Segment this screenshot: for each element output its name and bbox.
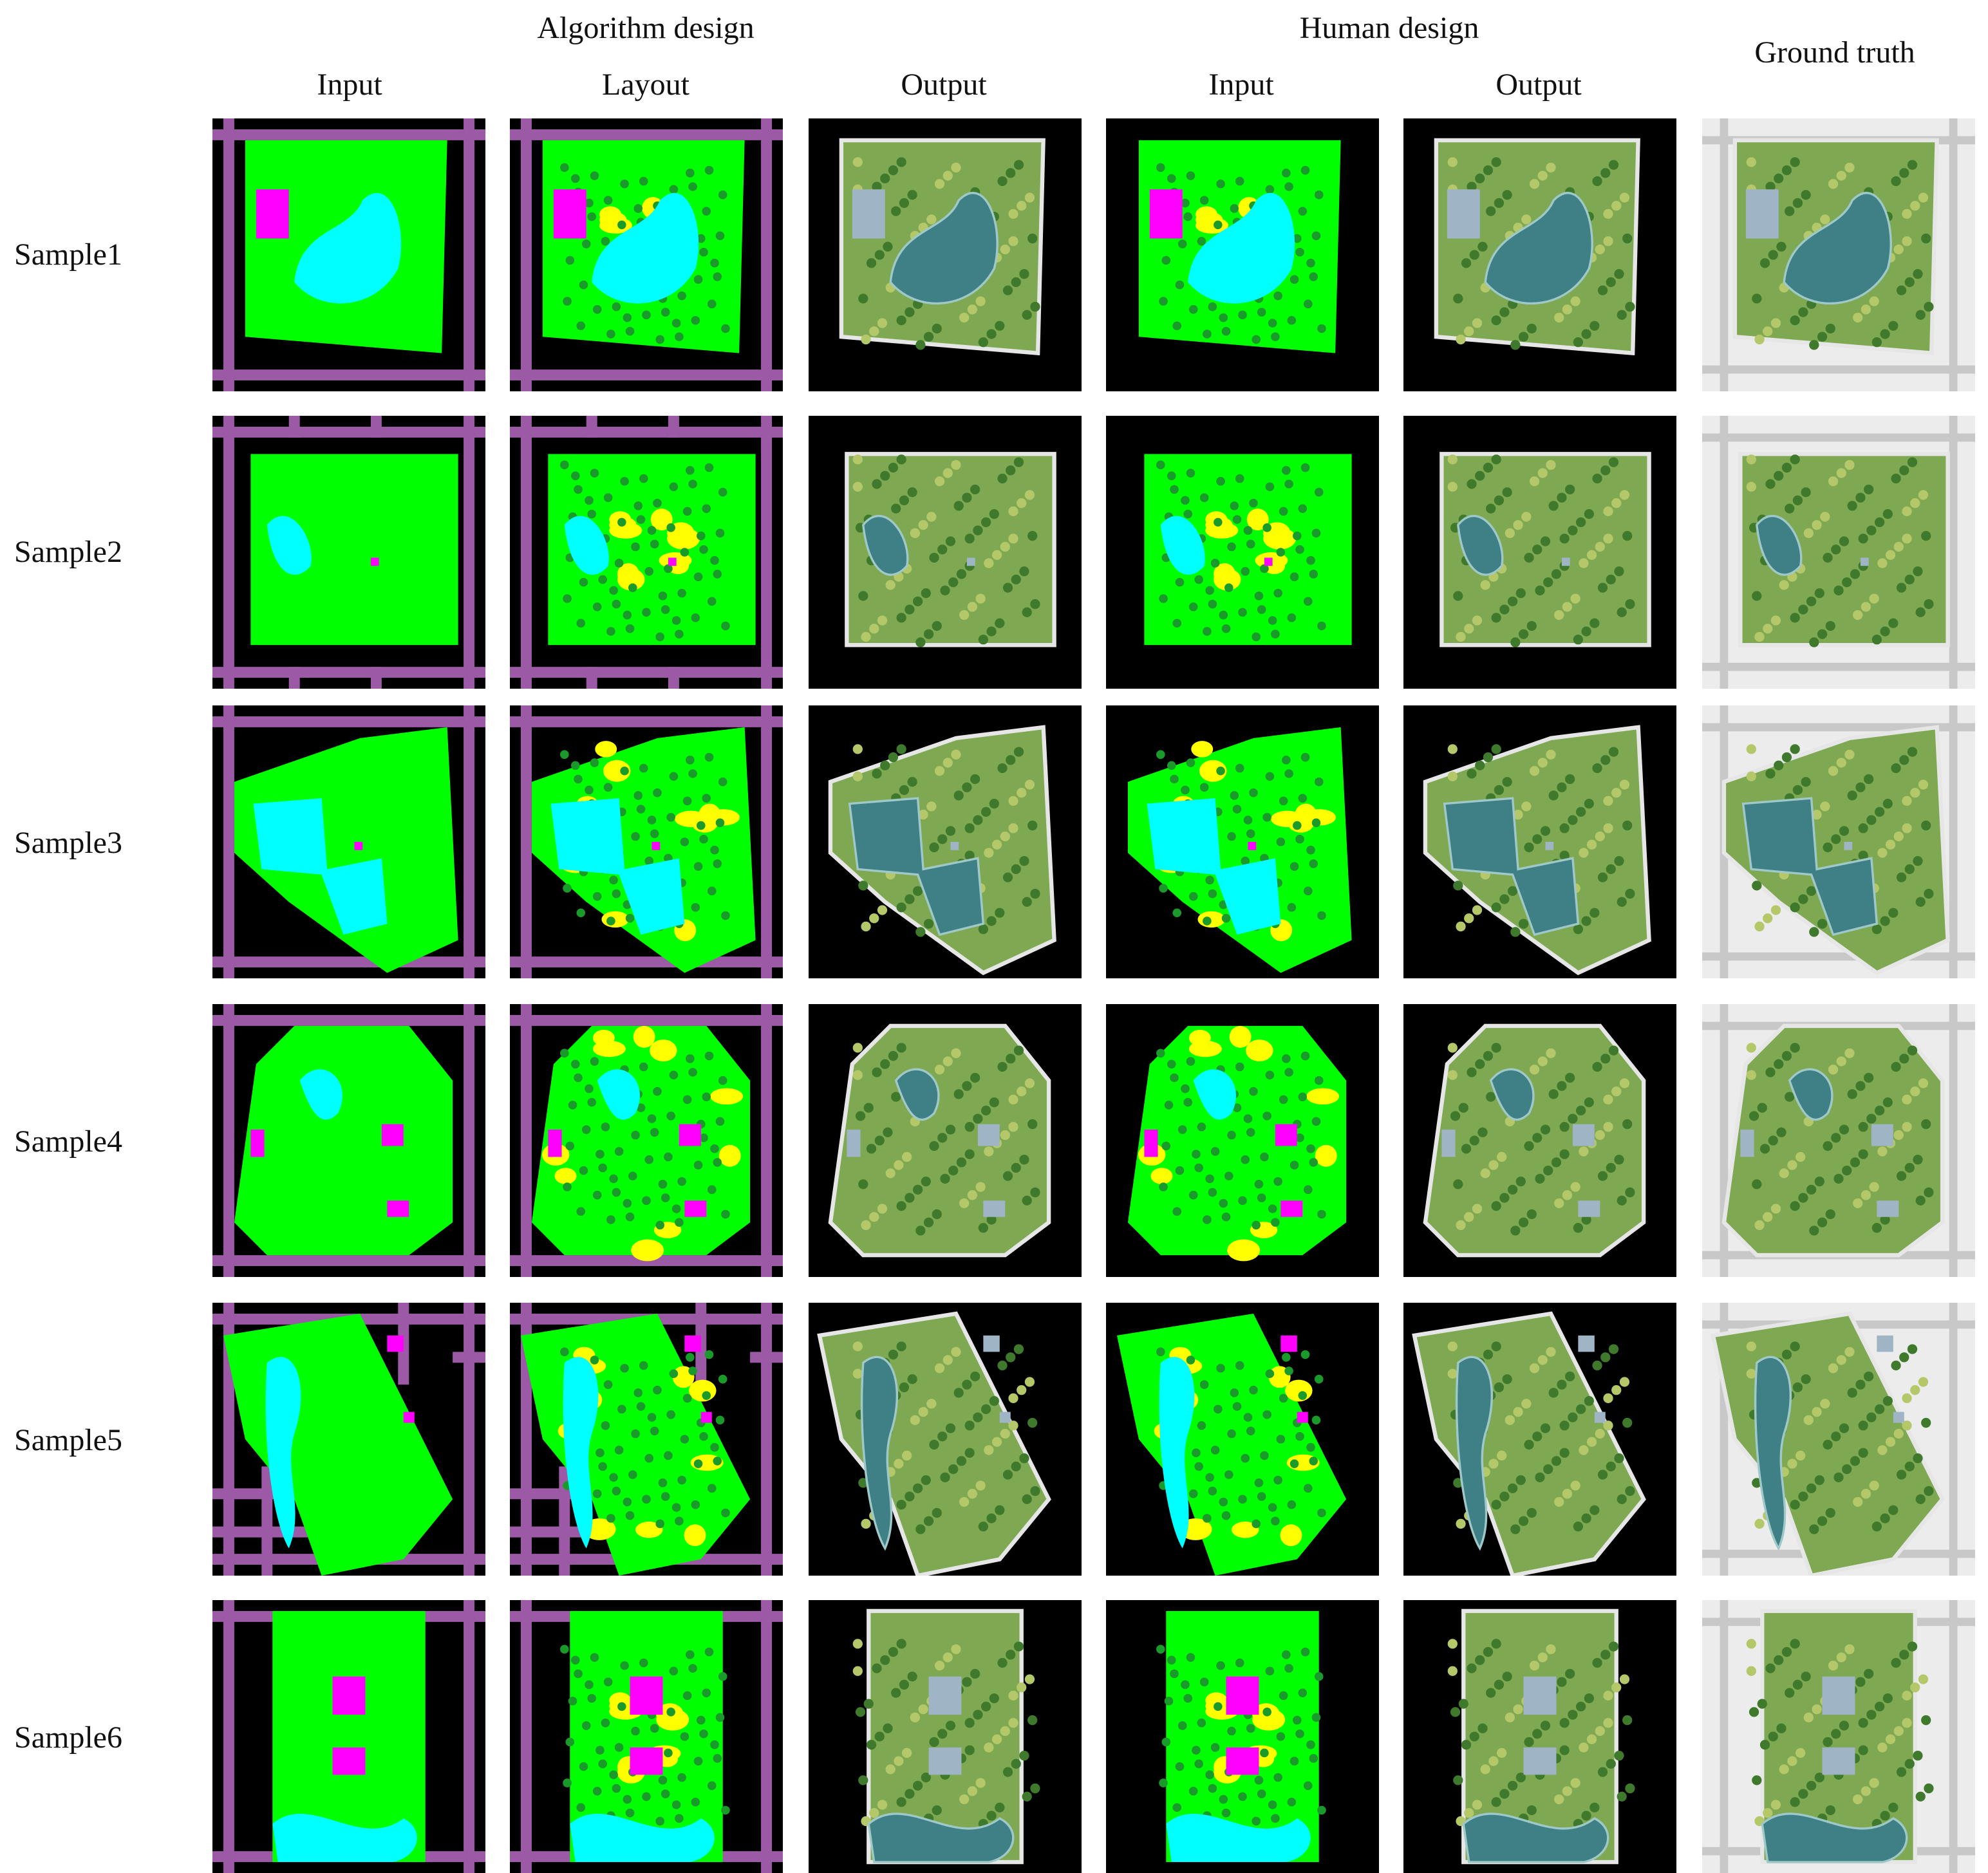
group-header-algorithm: Algorithm design (537, 11, 755, 45)
sample2-input-algorithm-image (212, 416, 485, 689)
sample4-layout-algorithm-image (510, 1004, 783, 1277)
header-layout: Layout (602, 68, 689, 102)
row-label-sample3: Sample3 (14, 826, 122, 860)
sample5-output-algorithm-image (809, 1303, 1082, 1576)
sample5-input-algorithm-image (212, 1303, 485, 1576)
sample1-input-algorithm-image (212, 118, 485, 391)
header-input-human: Input (1208, 68, 1274, 102)
sample6-input-human-image (1106, 1600, 1379, 1873)
row-label-sample2: Sample2 (14, 535, 122, 569)
sample6-input-algorithm-image (212, 1600, 485, 1873)
sample1-input-human-image (1106, 118, 1379, 391)
group-header-human: Human design (1299, 11, 1479, 45)
row-label-sample6: Sample6 (14, 1720, 122, 1755)
sample3-layout-algorithm-image (510, 705, 783, 978)
sample6-layout-algorithm-image (510, 1600, 783, 1873)
sample6-ground-truth-image (1702, 1600, 1975, 1873)
sample5-output-human-image (1403, 1303, 1676, 1576)
sample4-ground-truth-image (1702, 1004, 1975, 1277)
sample4-output-human-image (1403, 1004, 1676, 1277)
sample1-ground-truth-image (1702, 118, 1975, 391)
header-output-human: Output (1496, 68, 1582, 102)
sample1-layout-algorithm-image (510, 118, 783, 391)
sample2-layout-algorithm-image (510, 416, 783, 689)
sample3-output-algorithm-image (809, 705, 1082, 978)
sample3-ground-truth-image (1702, 705, 1975, 978)
row-label-sample1: Sample1 (14, 238, 122, 272)
sample1-output-algorithm-image (809, 118, 1082, 391)
sample6-output-human-image (1403, 1600, 1676, 1873)
sample4-input-human-image (1106, 1004, 1379, 1277)
row-label-sample4: Sample4 (14, 1124, 122, 1159)
sample5-input-human-image (1106, 1303, 1379, 1576)
sample2-output-algorithm-image (809, 416, 1082, 689)
sample2-input-human-image (1106, 416, 1379, 689)
header-ground-truth: Ground truth (1754, 35, 1915, 70)
header-output-algorithm: Output (901, 68, 987, 102)
header-input-algorithm: Input (317, 68, 382, 102)
sample5-ground-truth-image (1702, 1303, 1975, 1576)
sample3-output-human-image (1403, 705, 1676, 978)
sample2-ground-truth-image (1702, 416, 1975, 689)
sample5-layout-algorithm-image (510, 1303, 783, 1576)
sample4-output-algorithm-image (809, 1004, 1082, 1277)
sample4-input-algorithm-image (212, 1004, 485, 1277)
sample1-output-human-image (1403, 118, 1676, 391)
sample2-output-human-image (1403, 416, 1676, 689)
sample3-input-human-image (1106, 705, 1379, 978)
row-label-sample5: Sample5 (14, 1423, 122, 1457)
sample6-output-algorithm-image (809, 1600, 1082, 1873)
sample3-input-algorithm-image (212, 705, 485, 978)
